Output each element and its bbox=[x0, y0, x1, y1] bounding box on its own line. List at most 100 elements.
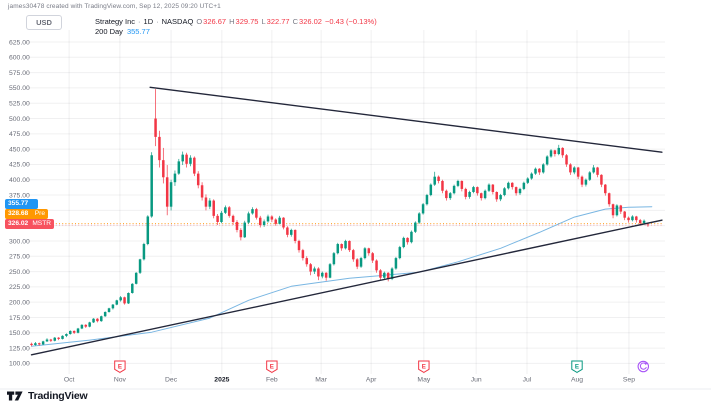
time-axis-label: Nov bbox=[114, 377, 127, 384]
lower-support-trendline[interactable] bbox=[30, 219, 663, 356]
earnings-marker-icon[interactable] bbox=[266, 360, 278, 373]
candle-body bbox=[619, 205, 623, 212]
legend-separator: · bbox=[138, 17, 141, 26]
candle-body bbox=[522, 182, 526, 189]
candle-body bbox=[92, 318, 95, 323]
candle-body bbox=[336, 244, 340, 254]
candle-body bbox=[103, 311, 107, 317]
candle-body bbox=[224, 207, 227, 213]
price-axis-label: 225.00 bbox=[9, 284, 30, 291]
candle-body bbox=[131, 283, 134, 293]
price-axis-label: 250.00 bbox=[9, 269, 30, 276]
candle-body bbox=[146, 216, 150, 245]
candle-body bbox=[111, 304, 115, 309]
candle-body bbox=[189, 157, 192, 164]
time-axis-label: Aug bbox=[571, 377, 583, 384]
candle-body bbox=[417, 213, 421, 223]
candle-body bbox=[290, 229, 293, 235]
candle-body bbox=[456, 180, 460, 186]
earnings-marker-icon[interactable] bbox=[418, 360, 430, 373]
earnings-marker-label: E bbox=[422, 364, 426, 371]
candle-body bbox=[479, 193, 483, 199]
candle-body bbox=[545, 156, 549, 165]
candle-body bbox=[611, 204, 615, 216]
candle-body bbox=[278, 217, 281, 224]
candle-body bbox=[84, 324, 88, 327]
candle-body bbox=[538, 168, 541, 173]
candle-body bbox=[100, 316, 103, 322]
candle-body bbox=[607, 193, 611, 205]
candle-body bbox=[348, 240, 351, 251]
candle-body bbox=[638, 220, 642, 224]
candle-body bbox=[433, 176, 436, 185]
candle-body bbox=[321, 272, 324, 277]
candle-body bbox=[355, 259, 359, 267]
candle-body bbox=[503, 188, 506, 196]
candle-body bbox=[65, 334, 68, 336]
candle-body bbox=[127, 292, 130, 304]
candle-body bbox=[514, 187, 518, 194]
indicator-value: 355.77 bbox=[126, 26, 150, 36]
candle-body bbox=[274, 219, 278, 224]
candle-body bbox=[429, 184, 433, 196]
currency-button[interactable]: USD bbox=[26, 15, 62, 30]
candle-body bbox=[227, 207, 231, 216]
time-axis-label: Mar bbox=[315, 377, 327, 384]
candle-body bbox=[107, 308, 111, 312]
candle-body bbox=[313, 268, 316, 272]
candle-body bbox=[150, 155, 153, 217]
candle-body bbox=[231, 215, 235, 222]
earnings-marker-icon[interactable] bbox=[114, 360, 126, 373]
candle-body bbox=[352, 250, 355, 260]
candle-body bbox=[642, 220, 646, 224]
price-axis-label: 125.00 bbox=[9, 345, 30, 352]
candle-body bbox=[588, 172, 592, 180]
time-axis-label: Feb bbox=[266, 377, 278, 384]
candle-body bbox=[332, 253, 336, 265]
tradingview-logo[interactable]: TradingView bbox=[7, 390, 88, 402]
candle-body bbox=[507, 182, 510, 189]
time-axis-label: 2025 bbox=[214, 377, 229, 384]
candle-body bbox=[235, 221, 239, 230]
candle-body bbox=[340, 244, 343, 249]
candle-body bbox=[69, 330, 72, 335]
price-axis-label: 375.00 bbox=[9, 192, 30, 199]
candle-body bbox=[34, 343, 37, 346]
candle-body bbox=[576, 167, 580, 177]
last-price-badge: 326.02 MSTR bbox=[5, 219, 54, 229]
candle-body bbox=[631, 216, 634, 221]
candle-body bbox=[534, 168, 537, 174]
candle-body bbox=[410, 231, 413, 243]
candle-body bbox=[487, 184, 491, 191]
candle-body bbox=[212, 200, 215, 216]
candle-body bbox=[398, 247, 402, 259]
candle-body bbox=[627, 217, 630, 221]
candle-body bbox=[441, 180, 444, 191]
candle-body bbox=[476, 187, 479, 194]
candle-body bbox=[472, 187, 475, 192]
upper-resistance-trendline[interactable] bbox=[149, 86, 663, 153]
candle-body bbox=[204, 197, 208, 207]
time-axis-label: May bbox=[417, 377, 430, 384]
earnings-marker-icon[interactable] bbox=[571, 360, 583, 373]
candle-body bbox=[301, 250, 305, 259]
candle-body bbox=[293, 229, 297, 241]
candle-body bbox=[491, 184, 495, 192]
candle-body bbox=[596, 167, 599, 175]
candle-body bbox=[258, 217, 262, 226]
legend-separator: · bbox=[156, 17, 159, 26]
price-axis-label: 175.00 bbox=[9, 315, 30, 322]
time-axis-label: Sep bbox=[623, 377, 635, 384]
candle-body bbox=[363, 248, 367, 259]
candle-body bbox=[604, 184, 607, 194]
premarket-price-badge: 328.68 Pre bbox=[5, 209, 48, 219]
candle-body bbox=[216, 215, 219, 222]
ohlc-high: H 329.75 bbox=[229, 17, 259, 26]
candle-body bbox=[134, 272, 138, 284]
candle-body bbox=[510, 182, 514, 188]
candle-body bbox=[414, 222, 417, 232]
candle-body bbox=[425, 195, 429, 205]
earnings-marker-label: E bbox=[270, 364, 274, 371]
candle-body bbox=[196, 173, 200, 186]
